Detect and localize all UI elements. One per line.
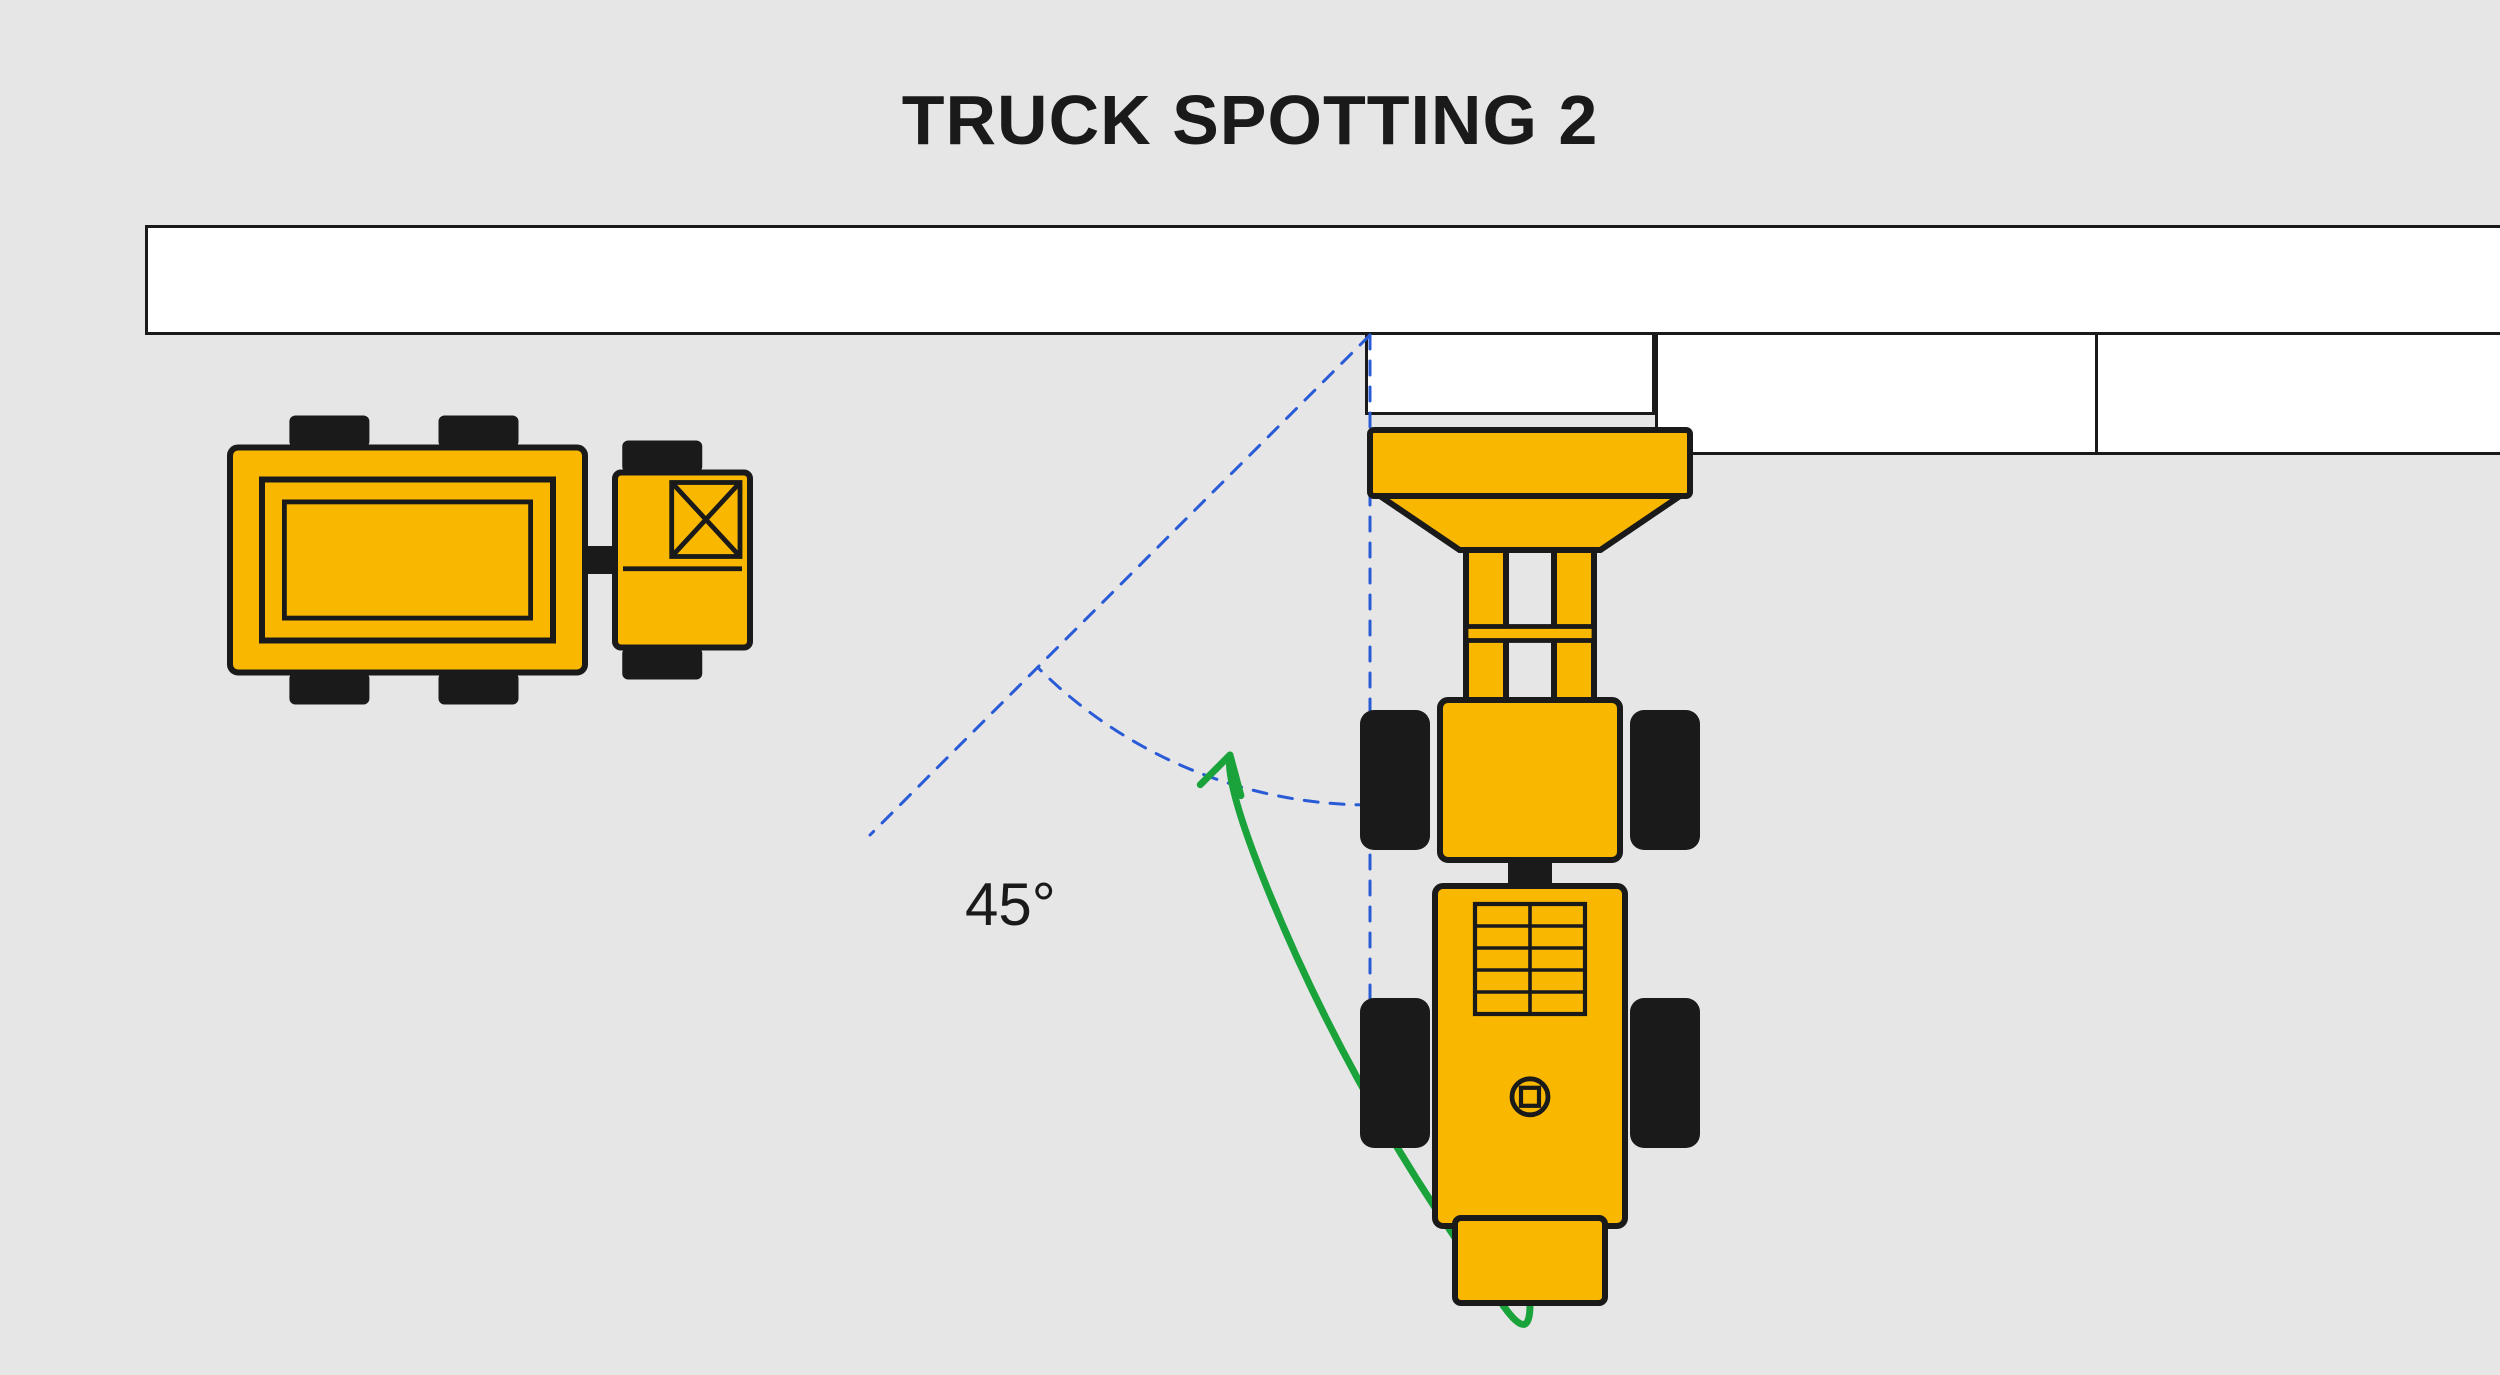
diagram-overlay [0,0,2500,1375]
dump-truck-icon [230,416,750,705]
diagram-canvas: TRUCK SPOTTING 2 45° [0,0,2500,1375]
angle-label: 45° [965,870,1056,939]
